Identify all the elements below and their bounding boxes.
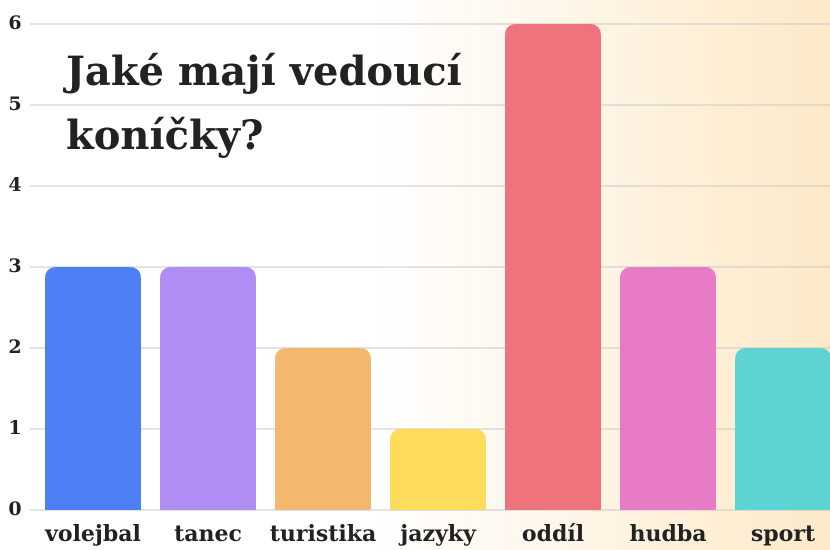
x-tick-label: sport bbox=[751, 521, 816, 547]
y-tick-label: 4 bbox=[8, 174, 21, 196]
bar bbox=[45, 267, 141, 510]
bar bbox=[735, 348, 830, 510]
x-tick-label: turistika bbox=[270, 521, 377, 547]
bar bbox=[160, 267, 256, 510]
bar bbox=[275, 348, 371, 510]
y-tick-label: 1 bbox=[8, 417, 21, 439]
x-tick-label: volejbal bbox=[44, 521, 141, 547]
y-tick-label: 6 bbox=[8, 12, 21, 34]
x-tick-label: oddíl bbox=[522, 521, 584, 547]
x-tick-label: hudba bbox=[629, 521, 706, 547]
x-tick-label: tanec bbox=[174, 521, 242, 547]
y-tick-label: 2 bbox=[8, 336, 21, 358]
bar bbox=[390, 429, 486, 510]
x-tick-label: jazyky bbox=[398, 521, 477, 547]
y-tick-label: 5 bbox=[8, 93, 21, 115]
chart-title: Jaké mají vedoucí koníčky? bbox=[66, 48, 462, 159]
bar bbox=[505, 24, 601, 510]
y-tick-label: 0 bbox=[8, 498, 21, 520]
bar bbox=[620, 267, 716, 510]
y-tick-label: 3 bbox=[8, 255, 21, 277]
